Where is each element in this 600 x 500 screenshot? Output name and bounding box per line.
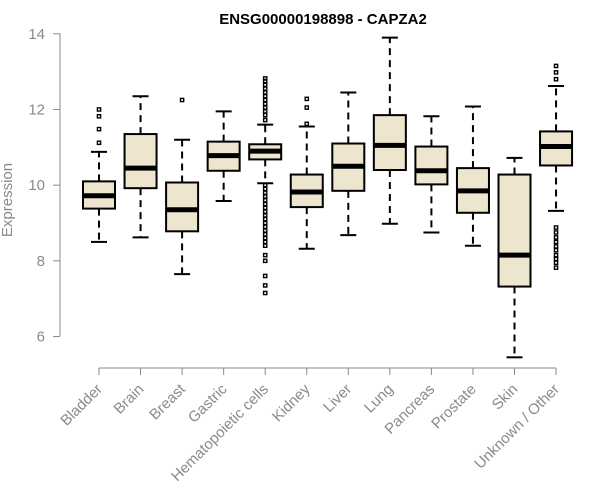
outlier-point — [262, 197, 268, 203]
outlier-point — [553, 70, 559, 75]
outlier-point — [262, 117, 268, 123]
outlier-point — [553, 76, 559, 82]
x-tick-label: Bladder — [57, 381, 106, 430]
box-group — [248, 76, 283, 296]
outlier-point — [262, 283, 268, 288]
outlier-point — [553, 239, 559, 245]
outlier-point — [304, 105, 310, 110]
outlier-point — [262, 290, 268, 296]
outlier-point — [262, 209, 268, 214]
box-iqr — [497, 173, 532, 288]
x-tick-label: Prostate — [428, 381, 480, 433]
outlier-point — [262, 220, 268, 226]
outlier-point — [262, 90, 268, 95]
outlier-point — [553, 252, 559, 258]
box-iqr — [414, 145, 449, 186]
box-group — [123, 95, 158, 239]
outlier-point — [262, 186, 268, 192]
box-group — [455, 105, 490, 247]
outlier-point — [304, 96, 310, 102]
outlier-point — [96, 113, 102, 119]
x-tick-label: Kidney — [269, 380, 314, 425]
y-axis-label: Expression — [0, 163, 16, 237]
y-axis: 6 8 10 12 14 — [28, 26, 61, 346]
y-tick-label: 10 — [28, 177, 45, 194]
outlier-point — [262, 258, 268, 264]
box-group — [82, 107, 116, 243]
outlier-point — [262, 232, 268, 237]
x-tick-label: Breast — [146, 380, 189, 423]
outlier-point — [262, 205, 268, 211]
box-iqr — [165, 181, 200, 233]
outlier-point — [262, 243, 268, 248]
y-tick-label: 12 — [28, 101, 45, 118]
x-tick-label: Lung — [361, 381, 397, 417]
outlier-point — [553, 225, 559, 230]
y-tick-label: 14 — [28, 26, 45, 43]
box-group — [539, 63, 574, 270]
outlier-point — [179, 97, 185, 103]
outlier-point — [553, 265, 559, 270]
outlier-point — [553, 230, 559, 235]
outlier-point — [262, 239, 268, 245]
box-group — [165, 97, 200, 276]
boxes-group — [82, 36, 574, 359]
outlier-point — [262, 76, 268, 81]
outlier-point — [96, 140, 102, 146]
y-tick-label: 8 — [37, 253, 45, 270]
outlier-point — [262, 216, 268, 222]
outlier-point — [262, 190, 268, 196]
outlier-point — [262, 105, 268, 110]
outlier-point — [262, 235, 268, 241]
outlier-point — [262, 273, 268, 279]
outlier-point — [262, 86, 268, 91]
outlier-point — [553, 260, 559, 266]
outlier-point — [262, 112, 268, 118]
outlier-point — [262, 228, 268, 233]
x-tick-label: Liver — [320, 381, 355, 416]
outlier-point — [96, 126, 102, 132]
outlier-point — [262, 201, 268, 207]
outlier-point — [96, 107, 102, 112]
outlier-point — [262, 194, 268, 199]
y-tick-label: 6 — [37, 329, 45, 346]
outlier-point — [262, 82, 268, 88]
box-group — [497, 156, 532, 359]
outlier-point — [553, 63, 559, 69]
outlier-point — [553, 247, 559, 253]
box-iqr — [123, 133, 158, 190]
outlier-point — [262, 101, 268, 107]
outlier-point — [553, 256, 559, 262]
outlier-point — [553, 244, 559, 249]
outlier-point — [262, 93, 268, 99]
x-tick-label: Skin — [489, 381, 522, 414]
outlier-point — [262, 224, 268, 230]
outlier-point — [262, 213, 268, 218]
box-group — [414, 115, 449, 234]
box-group — [206, 110, 241, 203]
outlier-point — [304, 121, 310, 127]
outlier-point — [262, 109, 268, 114]
outlier-point — [262, 97, 268, 103]
box-group — [372, 36, 407, 225]
box-iqr — [372, 114, 407, 172]
outlier-point — [553, 235, 559, 240]
box-group — [331, 91, 366, 237]
outlier-point — [262, 182, 268, 188]
x-tick-label: Brain — [111, 381, 148, 418]
outlier-point — [262, 252, 268, 258]
box-group — [289, 96, 324, 250]
chart-title: ENSG00000198898 - CAPZA2 — [219, 11, 427, 28]
